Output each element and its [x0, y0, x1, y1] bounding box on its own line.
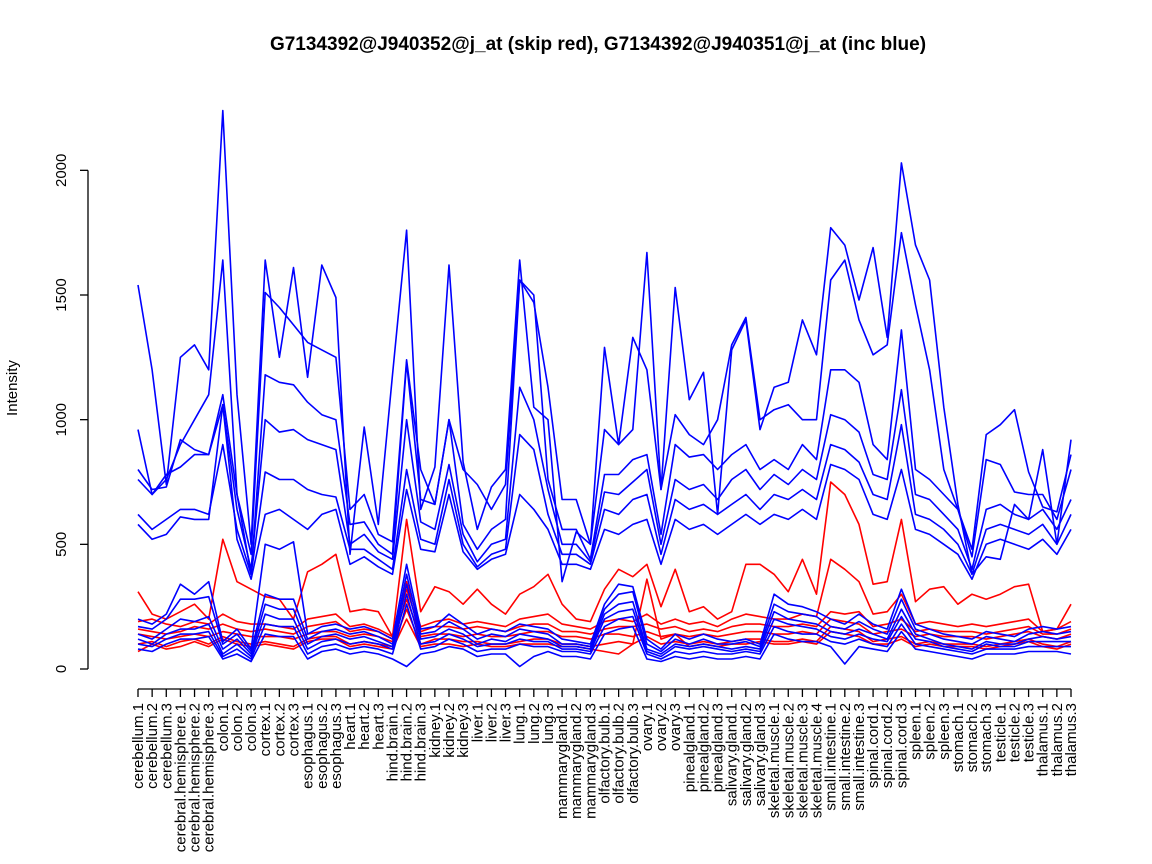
x-tick-label: cerebellum.2 [144, 703, 161, 789]
x-tick-label: heart.1 [342, 703, 359, 750]
series-line-inc-14 [137, 573, 1072, 653]
x-tick-label: spleen.2 [922, 703, 939, 760]
x-tick-label: liver.1 [469, 703, 486, 742]
series-line-inc-17 [137, 603, 1071, 660]
x-tick-label: pinealgland.1 [681, 703, 698, 792]
series-layer [137, 109, 1072, 668]
x-tick-label: pinealgland.3 [710, 703, 727, 792]
series-line-inc-13 [137, 540, 1072, 650]
x-tick-label: lung.3 [540, 703, 557, 744]
x-tick-label: skeletal.muscle.4 [809, 703, 826, 818]
x-tick-label: esophagus.2 [314, 703, 331, 789]
series-line-inc-9 [137, 279, 1072, 576]
x-tick-label: salivary.gland.2 [738, 703, 755, 806]
x-tick-label: kidney.3 [455, 703, 472, 758]
x-tick-label: liver.2 [483, 703, 500, 742]
series-line-inc-10 [137, 386, 1072, 571]
x-tick-label: cerebral.hemisphere.3 [201, 703, 218, 852]
x-tick-label: hind.brain.1 [384, 703, 401, 781]
x-tick-label: spleen.1 [908, 703, 925, 760]
x-tick-label: liver.3 [498, 703, 515, 742]
x-tick-label: stomach.3 [978, 703, 995, 772]
x-tick-label: salivary.gland.3 [752, 703, 769, 806]
x-tick-label: thalamus.2 [1049, 703, 1066, 776]
y-tick-label: 500 [53, 532, 70, 557]
series-line-inc-8 [137, 231, 1072, 556]
series-line-skip-6 [137, 578, 1072, 655]
x-axis: cerebellum.1cerebellum.2cerebellum.3cere… [130, 688, 1080, 852]
x-tick-label: cortex.1 [257, 703, 274, 756]
x-tick-label: cerebral.hemisphere.2 [187, 703, 204, 852]
x-tick-label: stomach.1 [950, 703, 967, 772]
x-tick-label: testicle.2 [1006, 703, 1023, 762]
x-tick-label: colon.1 [215, 703, 232, 751]
x-tick-label: small.intestine.3 [851, 703, 868, 811]
y-tick-label: 0 [53, 665, 70, 673]
x-tick-label: esophagus.3 [328, 703, 345, 789]
x-tick-label: lung.1 [512, 703, 529, 744]
x-tick-label: ovary.3 [667, 703, 684, 751]
x-tick-label: cerebellum.3 [158, 703, 175, 789]
series-line-inc-7 [137, 109, 1072, 583]
x-tick-label: kidney.2 [441, 703, 458, 758]
x-tick-label: testicle.1 [992, 703, 1009, 762]
x-tick-label: cortex.3 [286, 703, 303, 756]
x-tick-label: kidney.1 [427, 703, 444, 758]
x-tick-label: spinal.cord.1 [865, 703, 882, 788]
x-tick-label: colon.3 [243, 703, 260, 751]
x-tick-label: thalamus.1 [1035, 703, 1052, 776]
x-tick-label: cerebellum.1 [130, 703, 147, 789]
y-axis-label: Intensity [4, 360, 21, 416]
x-tick-label: lung.2 [526, 703, 543, 744]
x-tick-label: stomach.2 [964, 703, 981, 772]
series-line-skip-3 [137, 588, 1072, 640]
x-tick-label: hind.brain.3 [413, 703, 430, 781]
y-tick-label: 1500 [53, 278, 70, 311]
x-tick-label: salivary.gland.1 [724, 703, 741, 806]
x-tick-label: cerebral.hemisphere.1 [172, 703, 189, 852]
series-line-inc-16 [137, 593, 1071, 658]
x-tick-label: skeletal.muscle.2 [780, 703, 797, 818]
y-tick-label: 1000 [53, 403, 70, 436]
x-tick-label: pinealgland.2 [695, 703, 712, 792]
x-tick-label: small.intestine.1 [823, 703, 840, 811]
x-tick-label: olfactory.bulb.2 [611, 703, 628, 804]
x-tick-label: thalamus.3 [1063, 703, 1080, 776]
x-tick-label: spinal.cord.2 [879, 703, 896, 788]
series-line-inc-11 [137, 423, 1072, 576]
x-tick-label: small.intestine.2 [837, 703, 854, 811]
x-tick-label: testicle.3 [1021, 703, 1038, 762]
x-tick-label: ovary.1 [639, 703, 656, 751]
series-line-inc-12 [137, 403, 1072, 581]
x-tick-label: hind.brain.2 [399, 703, 416, 781]
x-tick-label: ovary.2 [653, 703, 670, 751]
y-axis: 0 500 1000 1500 2000 [53, 154, 89, 673]
series-line-inc-18 [137, 625, 1072, 668]
x-tick-label: heart.3 [370, 703, 387, 750]
x-tick-label: olfactory.bulb.3 [625, 703, 642, 804]
x-tick-label: colon.2 [229, 703, 246, 751]
x-tick-label: mammarygland.1 [554, 703, 571, 819]
x-tick-label: esophagus.1 [300, 703, 317, 789]
x-tick-label: olfactory.bulb.1 [597, 703, 614, 804]
x-tick-label: cortex.2 [271, 703, 288, 756]
y-tick-label: 2000 [53, 154, 70, 187]
x-tick-label: skeletal.muscle.1 [766, 703, 783, 818]
x-tick-label: heart.2 [356, 703, 373, 750]
x-tick-label: spinal.cord.3 [893, 703, 910, 788]
x-tick-label: mammarygland.3 [582, 703, 599, 819]
x-tick-label: skeletal.muscle.3 [794, 703, 811, 818]
chart-title: G7134392@J940352@j_at (skip red), G71343… [270, 34, 926, 55]
x-tick-label: mammarygland.2 [568, 703, 585, 819]
series-line-inc-15 [137, 583, 1072, 655]
x-tick-label: spleen.3 [936, 703, 953, 760]
